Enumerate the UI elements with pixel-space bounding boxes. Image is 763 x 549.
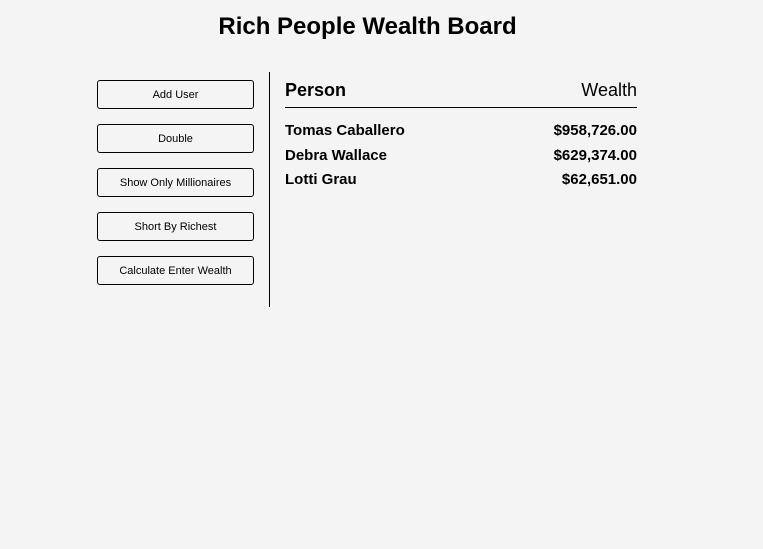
vertical-divider [269, 72, 270, 307]
table-header: Person Wealth [285, 78, 637, 108]
person-name: Lotti Grau [285, 171, 357, 188]
add-user-button[interactable]: Add User [97, 80, 254, 109]
page-title: Rich People Wealth Board [218, 13, 517, 40]
wealth-table: Person Wealth Tomas Caballero $958,726.0… [285, 78, 637, 196]
person-name: Tomas Caballero [285, 122, 405, 139]
table-body: Tomas Caballero $958,726.00 Debra Wallac… [285, 122, 637, 196]
sidebar: Add User Double Show Only Millionaires S… [97, 80, 254, 300]
person-wealth: $629,374.00 [553, 146, 637, 164]
person-name: Debra Wallace [285, 146, 387, 164]
person-wealth: $958,726.00 [553, 122, 637, 139]
table-row: Debra Wallace $629,374.00 [285, 147, 637, 172]
column-header-person: Person [285, 80, 347, 100]
show-millionaires-button[interactable]: Show Only Millionaires [97, 168, 254, 197]
double-button[interactable]: Double [97, 124, 254, 153]
table-row: Lotti Grau $62,651.00 [285, 171, 637, 196]
sort-by-richest-button[interactable]: Short By Richest [97, 212, 254, 241]
table-row: Tomas Caballero $958,726.00 [285, 122, 637, 147]
column-header-wealth: Wealth [581, 80, 637, 100]
person-wealth: $62,651.00 [561, 171, 637, 188]
calculate-wealth-button[interactable]: Calculate Enter Wealth [97, 256, 254, 285]
